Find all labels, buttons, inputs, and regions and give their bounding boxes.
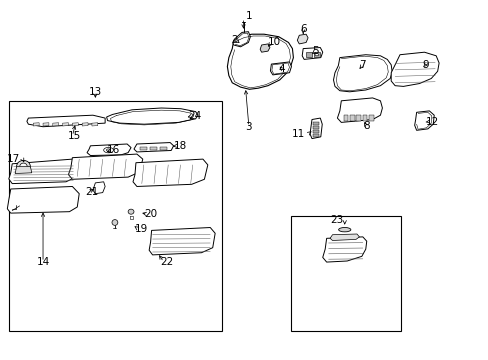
Polygon shape bbox=[414, 111, 433, 130]
Text: 15: 15 bbox=[67, 131, 81, 141]
Polygon shape bbox=[53, 123, 59, 126]
Polygon shape bbox=[7, 186, 79, 213]
Polygon shape bbox=[390, 52, 438, 86]
Polygon shape bbox=[87, 144, 131, 156]
Polygon shape bbox=[134, 143, 173, 152]
Text: 9: 9 bbox=[421, 60, 428, 70]
Ellipse shape bbox=[103, 148, 113, 153]
Text: 7: 7 bbox=[359, 60, 366, 70]
Polygon shape bbox=[92, 123, 98, 126]
Polygon shape bbox=[329, 234, 359, 240]
Ellipse shape bbox=[112, 220, 118, 225]
Bar bbox=[305, 52, 312, 57]
Polygon shape bbox=[149, 228, 215, 255]
Polygon shape bbox=[72, 123, 78, 126]
Text: 8: 8 bbox=[362, 121, 369, 131]
Text: 4: 4 bbox=[278, 64, 285, 74]
Polygon shape bbox=[9, 159, 79, 184]
Polygon shape bbox=[368, 115, 373, 121]
Bar bbox=[9, 101, 222, 331]
Text: 23: 23 bbox=[329, 215, 343, 225]
Bar bbox=[312, 122, 318, 125]
Text: 24: 24 bbox=[188, 111, 201, 121]
Ellipse shape bbox=[314, 54, 318, 56]
Polygon shape bbox=[232, 32, 250, 47]
Text: 6: 6 bbox=[299, 24, 306, 34]
Polygon shape bbox=[133, 159, 207, 186]
Text: 11: 11 bbox=[291, 129, 305, 139]
Text: 22: 22 bbox=[160, 257, 173, 267]
Ellipse shape bbox=[338, 228, 350, 232]
Polygon shape bbox=[43, 123, 49, 126]
Polygon shape bbox=[270, 62, 291, 75]
Polygon shape bbox=[15, 166, 32, 174]
Polygon shape bbox=[160, 147, 167, 150]
Polygon shape bbox=[362, 115, 366, 121]
Ellipse shape bbox=[20, 163, 27, 170]
Text: 20: 20 bbox=[144, 209, 157, 219]
Polygon shape bbox=[333, 55, 391, 92]
Polygon shape bbox=[309, 118, 322, 139]
Text: 10: 10 bbox=[267, 37, 281, 48]
Polygon shape bbox=[27, 115, 105, 127]
Polygon shape bbox=[297, 34, 307, 44]
Polygon shape bbox=[356, 115, 360, 121]
Text: 21: 21 bbox=[85, 186, 99, 197]
Text: 1: 1 bbox=[245, 11, 252, 21]
Text: 3: 3 bbox=[245, 122, 252, 132]
Text: 5: 5 bbox=[311, 46, 318, 56]
Text: 14: 14 bbox=[36, 257, 50, 267]
Ellipse shape bbox=[128, 209, 134, 214]
Polygon shape bbox=[343, 115, 347, 121]
Polygon shape bbox=[260, 44, 269, 52]
Ellipse shape bbox=[106, 149, 110, 152]
Polygon shape bbox=[337, 98, 382, 122]
Polygon shape bbox=[150, 147, 157, 150]
Text: 13: 13 bbox=[88, 87, 102, 97]
Text: 18: 18 bbox=[173, 141, 186, 151]
Polygon shape bbox=[349, 115, 354, 121]
Polygon shape bbox=[302, 48, 322, 59]
Polygon shape bbox=[140, 147, 146, 150]
Bar bbox=[313, 52, 320, 57]
Polygon shape bbox=[82, 123, 88, 126]
Bar bbox=[312, 126, 318, 129]
Ellipse shape bbox=[17, 161, 30, 172]
Polygon shape bbox=[62, 123, 68, 126]
Polygon shape bbox=[106, 108, 198, 124]
Text: 12: 12 bbox=[425, 117, 438, 127]
Polygon shape bbox=[93, 182, 105, 194]
Bar bbox=[312, 134, 318, 137]
Text: 16: 16 bbox=[106, 145, 120, 156]
Text: 2: 2 bbox=[231, 35, 238, 45]
Polygon shape bbox=[33, 123, 39, 126]
Polygon shape bbox=[68, 154, 142, 179]
Polygon shape bbox=[227, 34, 293, 89]
Bar bbox=[312, 130, 318, 133]
Polygon shape bbox=[322, 237, 366, 262]
Bar bbox=[290, 216, 400, 331]
Text: 17: 17 bbox=[7, 154, 20, 164]
Text: 19: 19 bbox=[134, 224, 147, 234]
